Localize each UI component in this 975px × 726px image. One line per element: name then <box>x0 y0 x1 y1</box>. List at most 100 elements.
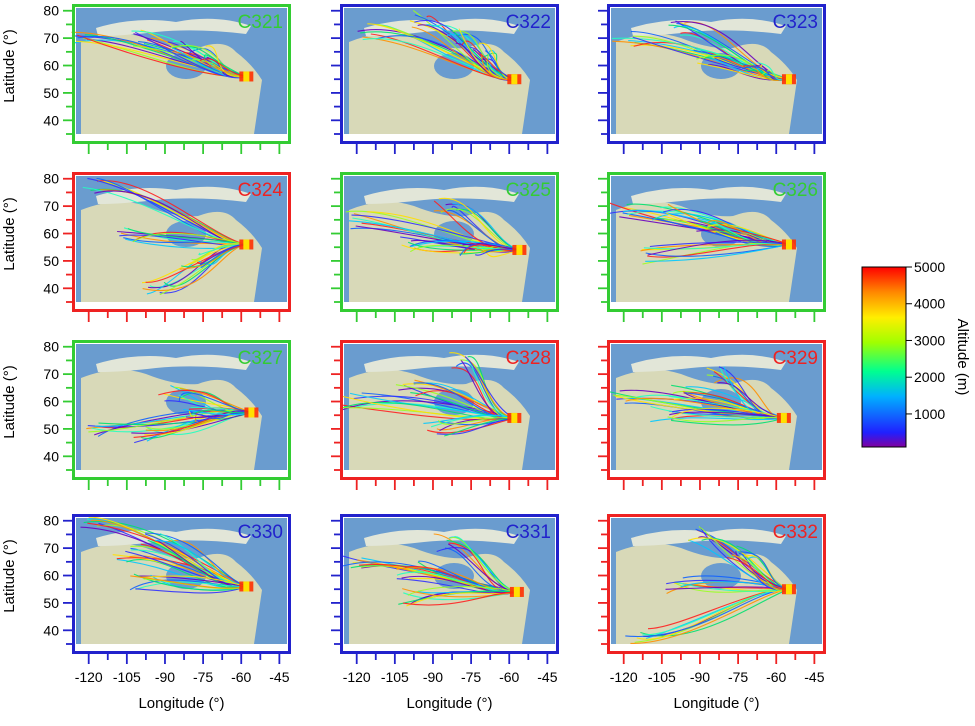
land <box>81 201 262 302</box>
panel-frame <box>340 4 559 144</box>
receptor-site-core <box>513 586 520 597</box>
basemap <box>76 518 287 644</box>
receptor-site-core <box>243 239 250 250</box>
trajectory-line <box>132 232 247 246</box>
trajectories <box>625 526 796 644</box>
trajectories <box>80 516 254 594</box>
panel-title: C322 <box>506 12 551 33</box>
receptor-site-core <box>785 239 792 250</box>
trajectory-line <box>135 585 247 594</box>
y-tick-label: 50 <box>43 595 59 611</box>
y-tick-label: 60 <box>43 394 59 410</box>
y-axis <box>598 345 607 471</box>
x-axis <box>622 480 816 490</box>
y-tick-label: 40 <box>43 112 59 128</box>
y-tick-label: 60 <box>43 568 59 584</box>
y-tick-label: 80 <box>43 513 59 529</box>
trajectory-line <box>475 248 520 256</box>
y-tick-label: 40 <box>43 448 59 464</box>
y-axis-label: Latitude (°) <box>1 197 18 271</box>
panel-title: C332 <box>773 522 818 543</box>
receptor-site-core <box>243 71 250 82</box>
panel-c327: C327 40 50 60 70 80 Latitude (°) <box>1 339 291 490</box>
panel-title: C323 <box>773 12 818 33</box>
x-axis: -120 -105 -90 -75 -60 -45 Longitude (°) <box>610 654 825 712</box>
panel-c322: C322 <box>331 4 559 154</box>
panel-c328: C328 <box>331 340 559 490</box>
trajectory-line <box>139 575 247 588</box>
x-tick-label: -45 <box>804 669 824 685</box>
trajectory-line <box>731 554 790 590</box>
basemap <box>611 344 822 470</box>
trajectory-line <box>96 180 247 246</box>
y-axis <box>331 9 340 135</box>
trajectory-line <box>714 221 790 247</box>
trajectory-line <box>131 411 252 434</box>
y-axis-label: Latitude (°) <box>1 539 18 613</box>
x-tick-label: -120 <box>343 669 371 685</box>
panel-grid: C321 40 50 60 70 80 Latitude (°) C322 C323 C324 40… <box>1 3 826 712</box>
y-tick-label: 80 <box>43 339 59 355</box>
trajectories <box>345 197 527 258</box>
x-tick-label: -45 <box>269 669 289 685</box>
colorbar-tick-label: 2000 <box>914 369 945 385</box>
trajectory-line <box>145 532 247 588</box>
trajectory-line <box>410 239 520 253</box>
y-tick-label: 60 <box>43 226 59 242</box>
panel-frame <box>607 514 826 654</box>
x-tick-label: -120 <box>610 669 638 685</box>
arctic-islands <box>364 186 519 204</box>
colorbar-tick-label: 4000 <box>914 296 945 312</box>
receptor-site-core <box>516 244 523 255</box>
trajectories <box>86 384 259 444</box>
trajectory-line <box>433 200 520 252</box>
colorbar-label: Altitude (m) <box>954 319 971 396</box>
panel-c326: C326 <box>598 172 826 322</box>
trajectory-line <box>669 411 784 419</box>
trajectory-line <box>685 386 785 419</box>
trajectory-line <box>437 417 515 425</box>
arctic-islands <box>364 528 519 546</box>
receptor-site-core <box>248 407 255 418</box>
y-axis: 40 50 60 70 80 Latitude (°) <box>1 339 72 471</box>
x-axis <box>87 480 281 490</box>
trajectories <box>341 533 524 607</box>
panel-frame <box>340 514 559 654</box>
trajectory-line <box>647 239 790 256</box>
arctic-islands <box>631 354 786 372</box>
panel-title: C324 <box>238 180 284 201</box>
x-tick-label: -60 <box>231 669 251 685</box>
trajectory-line <box>630 588 790 644</box>
panel-title: C321 <box>238 12 283 33</box>
receptor-site-core <box>785 74 792 85</box>
x-axis-label: Longitude (°) <box>673 695 759 712</box>
trajectory-line <box>449 536 518 593</box>
arctic-islands <box>96 186 251 204</box>
basemap <box>344 8 555 134</box>
panel-frame <box>607 4 826 144</box>
trajectory-line <box>427 417 515 434</box>
x-axis-label: Longitude (°) <box>406 695 492 712</box>
y-axis <box>598 177 607 303</box>
panel-frame <box>72 4 291 144</box>
y-axis <box>331 177 340 303</box>
x-axis <box>355 480 549 490</box>
x-tick-label: -75 <box>193 669 213 685</box>
trajectory-line <box>204 60 247 78</box>
panel-c330: C330 40 50 60 70 80 Latitude (°) -120 -105 -90 -75… <box>1 513 291 712</box>
trajectories <box>71 29 254 82</box>
y-tick-label: 60 <box>43 58 59 74</box>
y-tick-label: 50 <box>43 421 59 437</box>
panel-title: C331 <box>506 522 551 543</box>
x-tick-label: -105 <box>648 669 676 685</box>
trajectory-line <box>402 588 517 598</box>
y-tick-label: 50 <box>43 253 59 269</box>
arctic-islands <box>96 354 251 372</box>
x-axis <box>87 312 281 322</box>
trajectories <box>609 366 791 426</box>
y-tick-label: 80 <box>43 3 59 19</box>
trajectory-line <box>752 62 790 80</box>
land <box>616 33 797 134</box>
x-axis: -120 -105 -90 -75 -60 -45 Longitude (°) <box>343 654 558 712</box>
y-tick-label: 80 <box>43 171 59 187</box>
